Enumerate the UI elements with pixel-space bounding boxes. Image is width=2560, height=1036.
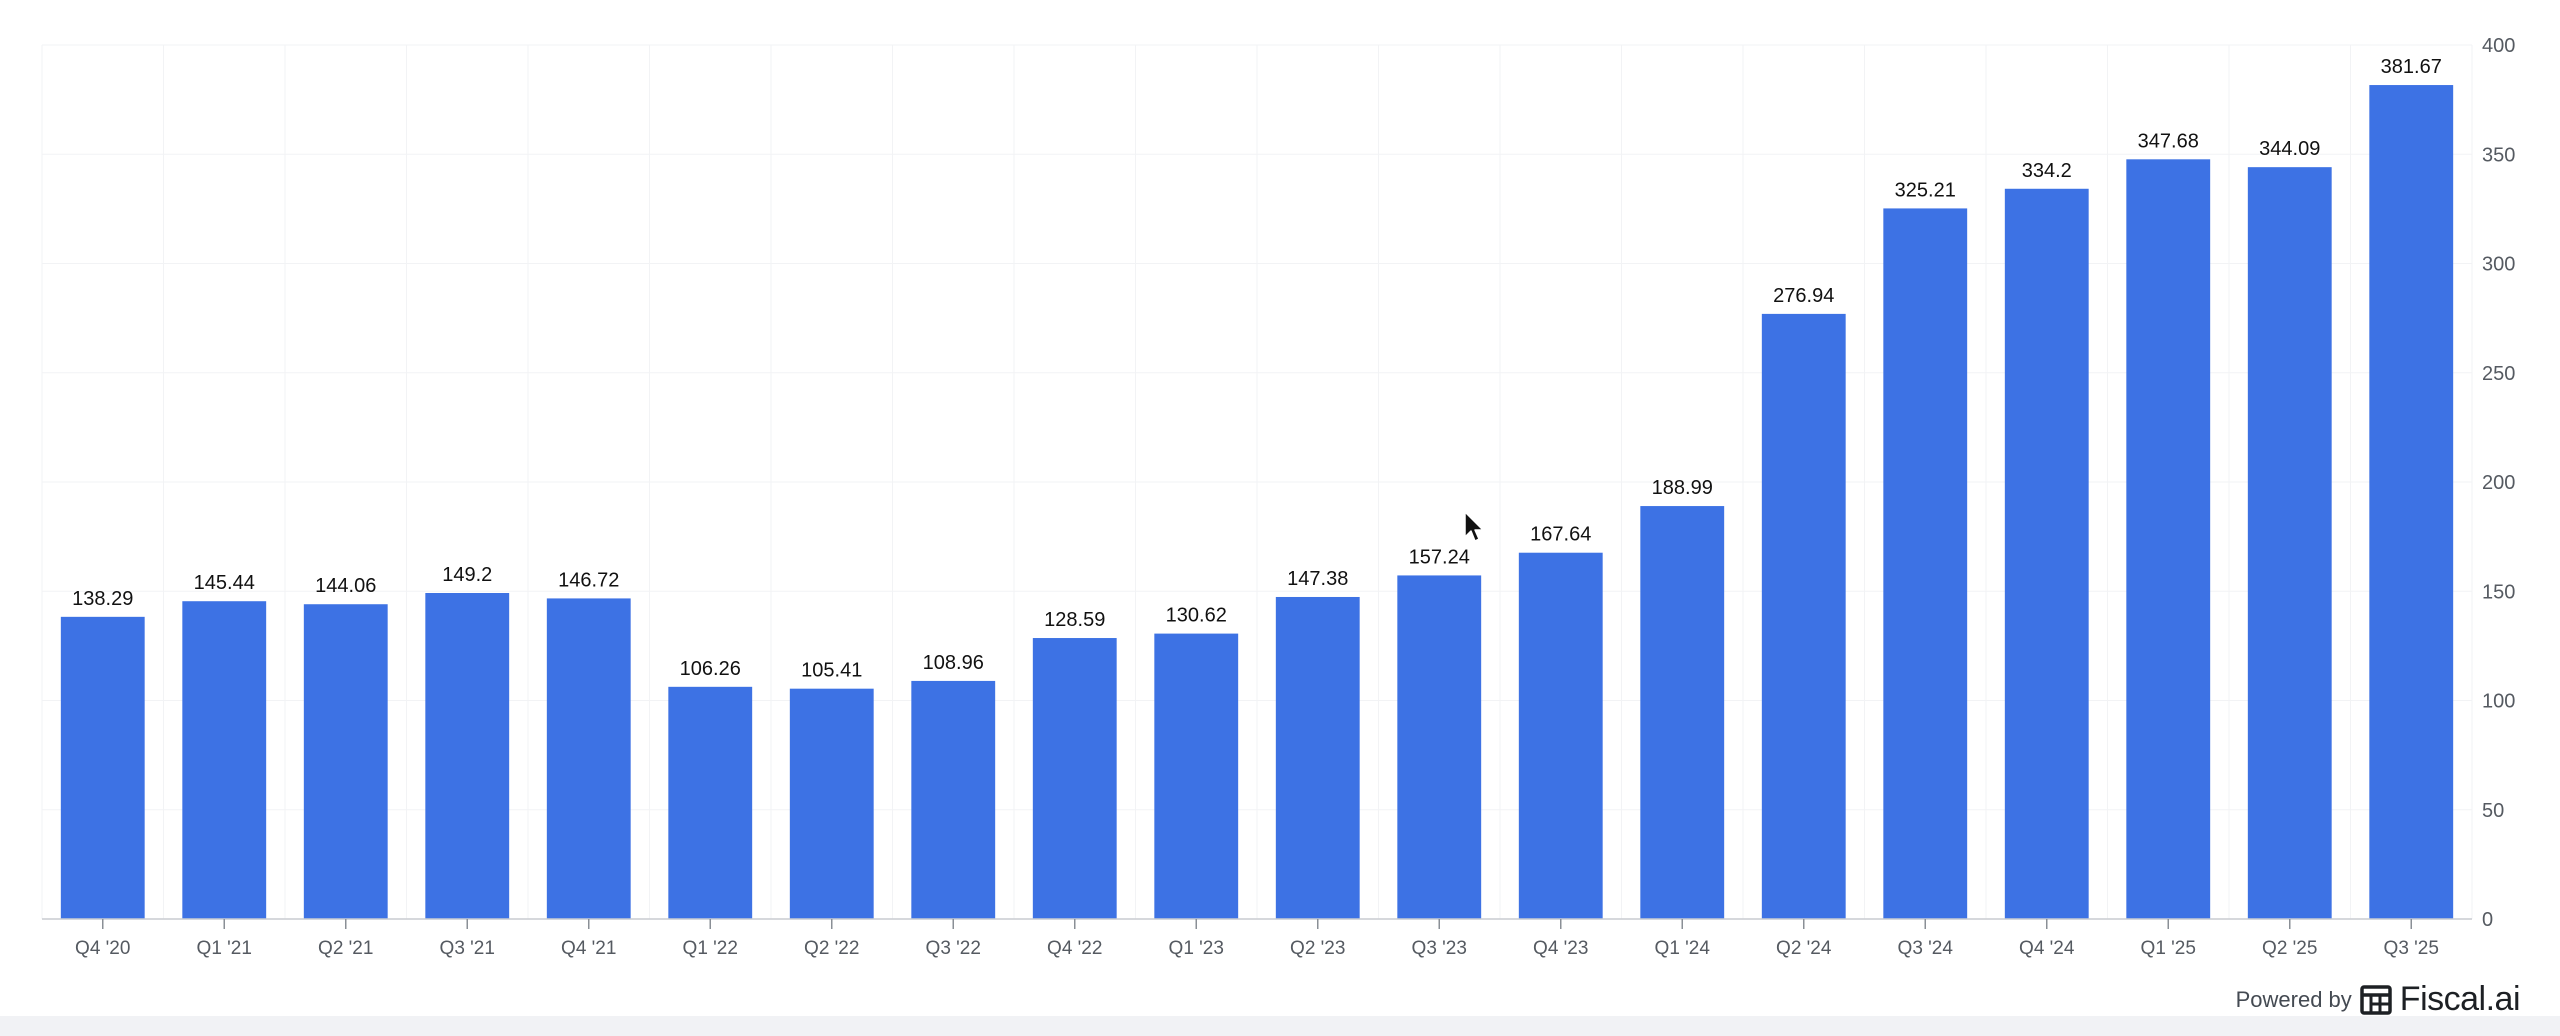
y-tick-label: 0	[2482, 909, 2493, 931]
x-tick-label: Q1 '22	[683, 938, 738, 959]
bar[interactable]	[303, 604, 388, 919]
x-tick-label: Q2 '21	[318, 938, 373, 959]
bar[interactable]	[1640, 506, 1725, 919]
fiscal-logo-icon	[2360, 984, 2392, 1015]
bar[interactable]	[182, 601, 267, 919]
powered-by-label: Powered by	[2235, 986, 2352, 1012]
y-tick-label: 150	[2482, 581, 2515, 603]
bar[interactable]	[668, 686, 753, 919]
bar[interactable]	[1397, 575, 1482, 919]
footer-band	[0, 1016, 2560, 1036]
data-label: 167.64	[1530, 524, 1591, 546]
x-tick-label: Q3 '23	[1412, 938, 1467, 959]
x-tick-label: Q1 '25	[2141, 938, 2196, 959]
bars-layer	[60, 85, 2454, 920]
data-label: 157.24	[1409, 546, 1470, 568]
x-tick-label: Q3 '25	[2384, 938, 2439, 959]
bar[interactable]	[2126, 159, 2211, 919]
bar[interactable]	[1518, 552, 1603, 919]
y-tick-label: 350	[2482, 144, 2515, 166]
data-label: 147.38	[1287, 568, 1348, 590]
data-label: 108.96	[923, 652, 984, 674]
bar[interactable]	[1883, 208, 1968, 920]
x-tick-label: Q4 '20	[75, 938, 130, 959]
y-tick-label: 200	[2482, 472, 2515, 494]
data-label: 105.41	[801, 660, 862, 682]
brand-name: Fiscal.ai	[2399, 980, 2521, 1018]
bar[interactable]	[1154, 633, 1239, 919]
brand[interactable]: Fiscal.ai	[2360, 980, 2521, 1019]
bar[interactable]	[1032, 638, 1117, 919]
y-tick-label: 50	[2482, 800, 2504, 822]
data-labels-layer: 138.29 145.44 144.06 149.2 146.72 106.26 105.4…	[72, 56, 2442, 682]
bar[interactable]	[2004, 188, 2089, 919]
data-label: 138.29	[72, 588, 133, 610]
bar[interactable]	[2369, 85, 2454, 920]
bar[interactable]	[546, 598, 631, 919]
data-label: 146.72	[558, 569, 619, 591]
mouse-pointer-icon	[1464, 511, 1484, 542]
data-label: 344.09	[2259, 138, 2320, 160]
bar[interactable]	[2247, 167, 2332, 920]
data-label: 106.26	[680, 658, 741, 680]
x-tick-label: Q3 '21	[440, 938, 495, 959]
x-tick-label: Q4 '23	[1533, 938, 1588, 959]
bar[interactable]	[789, 688, 874, 919]
y-tick-label: 400	[2482, 35, 2515, 57]
attribution[interactable]: Powered by Fiscal.ai	[2235, 980, 2521, 1019]
bar[interactable]	[1761, 313, 1846, 919]
data-label: 381.67	[2381, 56, 2442, 78]
x-tick-label: Q4 '24	[2019, 938, 2075, 959]
x-tick-label: Q2 '24	[1776, 938, 1832, 959]
data-label: 130.62	[1166, 605, 1227, 627]
data-label: 276.94	[1773, 285, 1834, 307]
data-label: 188.99	[1652, 477, 1713, 499]
data-label: 325.21	[1895, 179, 1956, 201]
data-label: 128.59	[1044, 609, 1105, 631]
x-tick-label: Q4 '22	[1047, 938, 1102, 959]
x-tick-label: Q1 '23	[1169, 938, 1224, 959]
x-tick-label: Q2 '22	[804, 938, 859, 959]
grid-layer	[41, 44, 2473, 919]
x-tick-label: Q4 '21	[561, 938, 616, 959]
bar[interactable]	[911, 680, 996, 919]
x-tick-label: Q2 '25	[2262, 938, 2317, 959]
x-tick-label: Q1 '21	[197, 938, 252, 959]
x-tick-label: Q1 '24	[1655, 938, 1711, 959]
data-label: 144.06	[315, 575, 376, 597]
y-tick-label: 250	[2482, 363, 2515, 385]
data-label: 145.44	[194, 572, 255, 594]
bar[interactable]	[60, 616, 145, 919]
data-label: 347.68	[2138, 130, 2199, 152]
x-tick-label: Q2 '23	[1290, 938, 1345, 959]
data-label: 149.2	[442, 564, 492, 586]
y-tick-label: 300	[2482, 254, 2515, 276]
bar[interactable]	[1275, 596, 1360, 919]
x-tick-label: Q3 '22	[926, 938, 981, 959]
y-tick-label: 100	[2482, 691, 2515, 713]
x-tick-label: Q3 '24	[1898, 938, 1954, 959]
bar[interactable]	[425, 592, 510, 919]
data-label: 334.2	[2022, 160, 2072, 182]
axis-layer: 0 50 100 150 200 250 300 350 400 Q4 '20 Q1 '21 Q2 '…	[42, 35, 2515, 959]
